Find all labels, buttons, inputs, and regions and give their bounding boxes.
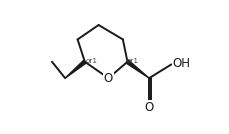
Text: or1: or1 <box>126 57 138 64</box>
Polygon shape <box>126 60 148 78</box>
Text: O: O <box>103 72 113 85</box>
Text: or1: or1 <box>85 57 98 64</box>
Polygon shape <box>65 60 86 78</box>
Text: OH: OH <box>172 57 190 70</box>
Text: O: O <box>144 100 153 113</box>
